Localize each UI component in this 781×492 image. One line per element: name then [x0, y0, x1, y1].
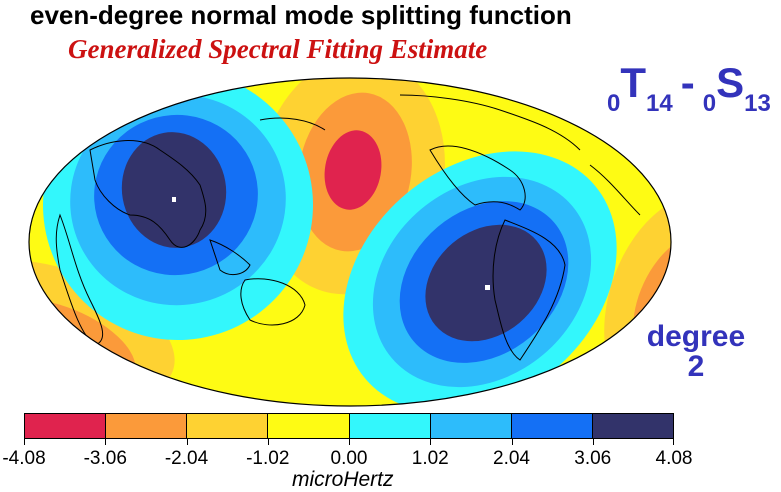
colorbar	[24, 413, 674, 439]
colorbar-tick	[673, 439, 674, 445]
mode-right-degree: 13	[744, 90, 771, 117]
mode-left-degree: 14	[646, 90, 673, 117]
colorbar-segment-5	[349, 414, 431, 438]
colorbar-segment-2	[106, 414, 188, 438]
map-field	[29, 78, 671, 406]
degree-label-word: degree	[646, 320, 746, 353]
colorbar-tick-label: 0.00	[330, 448, 368, 469]
colorbar-ticks	[24, 439, 674, 445]
splitting-function-map	[28, 77, 672, 407]
colorbar-tick	[24, 439, 25, 445]
colorbar-segment-4	[268, 414, 350, 438]
colorbar-tick-label: -4.08	[2, 448, 46, 469]
degree-label-value: 2	[687, 350, 705, 383]
mode-left-type: T	[620, 59, 647, 106]
colorbar-tick	[349, 439, 350, 445]
mode-left-overtone: 0	[607, 90, 621, 117]
colorbar-tick-label: -3.06	[83, 448, 127, 469]
colorbar-tick	[267, 439, 269, 445]
mode-label: 0T14-0S13	[607, 62, 771, 116]
mode-right-overtone: 0	[702, 90, 717, 117]
degree-label: degree 2	[636, 322, 756, 382]
colorbar-unit-label: microHertz	[292, 468, 394, 491]
colorbar-tick	[186, 439, 188, 445]
colorbar-tick	[511, 439, 513, 445]
page-title: even-degree normal mode splitting functi…	[30, 0, 572, 30]
colorbar-tick	[430, 439, 432, 445]
colorbar-tick-label: -2.04	[164, 448, 209, 469]
page-subtitle: Generalized Spectral Fitting Estimate	[68, 34, 488, 64]
colorbar-segment-1	[25, 414, 107, 438]
mode-separator: -	[680, 59, 695, 106]
colorbar-tick-label: 4.08	[655, 448, 693, 469]
colorbar-tick-label: 3.06	[574, 448, 612, 469]
colorbar-segment-8	[592, 414, 673, 438]
colorbar-tick	[105, 439, 107, 445]
negative-south-america-peak	[343, 151, 617, 406]
colorbar-tick	[592, 439, 594, 445]
mode-right-type: S	[716, 59, 745, 106]
colorbar-segment-3	[187, 414, 269, 438]
colorbar-tick-label: -1.02	[246, 448, 290, 469]
colorbar-segment-6	[430, 414, 512, 438]
colorbar-tick-label: 1.02	[411, 448, 449, 469]
globe-outline	[28, 77, 672, 407]
colorbar-tick-label: 2.04	[493, 448, 530, 469]
colorbar-segment-7	[511, 414, 593, 438]
